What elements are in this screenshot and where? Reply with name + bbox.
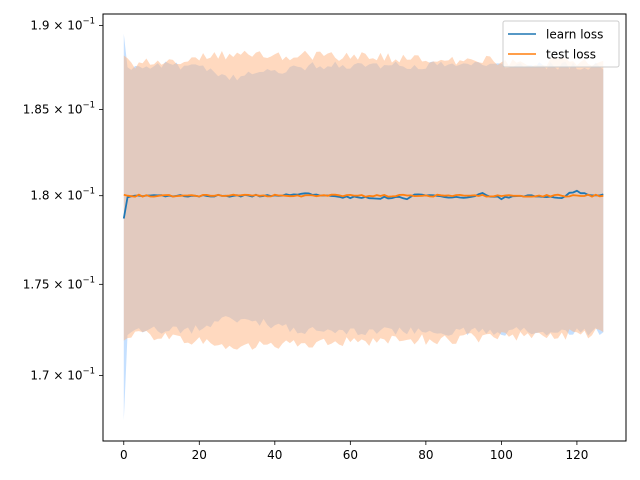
legend-label-test-loss: test loss	[546, 48, 596, 62]
axes-frame	[102, 13, 627, 442]
x-tick-label: 20	[192, 448, 207, 462]
legend: learn loss test loss	[502, 20, 620, 68]
x-tick-label: 120	[565, 448, 588, 462]
x-tick-label: 60	[343, 448, 358, 462]
x-axis-ticks: 0 20 40 60 80 100 120	[120, 441, 588, 462]
x-tick-label: 80	[418, 448, 433, 462]
series-lines	[122, 189, 604, 219]
band-test-loss	[123, 50, 604, 350]
x-tick-label: 0	[120, 448, 128, 462]
x-tick-label: 100	[490, 448, 513, 462]
x-tick-label: 40	[267, 448, 282, 462]
y-tick-label: 1.7 × 10−1	[30, 367, 95, 383]
plot-area: 0 20 40 60 80 100 120 1.7 × 10−1 1.75 × 10−1 1.8…	[23, 13, 627, 462]
y-axis-ticks: 1.7 × 10−1 1.75 × 10−1 1.8 × 10−1 1.85 × 10…	[23, 17, 103, 383]
y-tick-label: 1.75 × 10−1	[23, 275, 95, 291]
y-tick-label: 1.8 × 10−1	[30, 187, 95, 203]
y-tick-label: 1.85 × 10−1	[23, 100, 95, 116]
legend-label-learn-loss: learn loss	[546, 28, 603, 42]
line-test-loss	[123, 193, 604, 198]
confidence-bands	[123, 33, 604, 421]
legend-box	[502, 20, 620, 68]
y-tick-label: 1.9 × 10−1	[30, 17, 95, 33]
